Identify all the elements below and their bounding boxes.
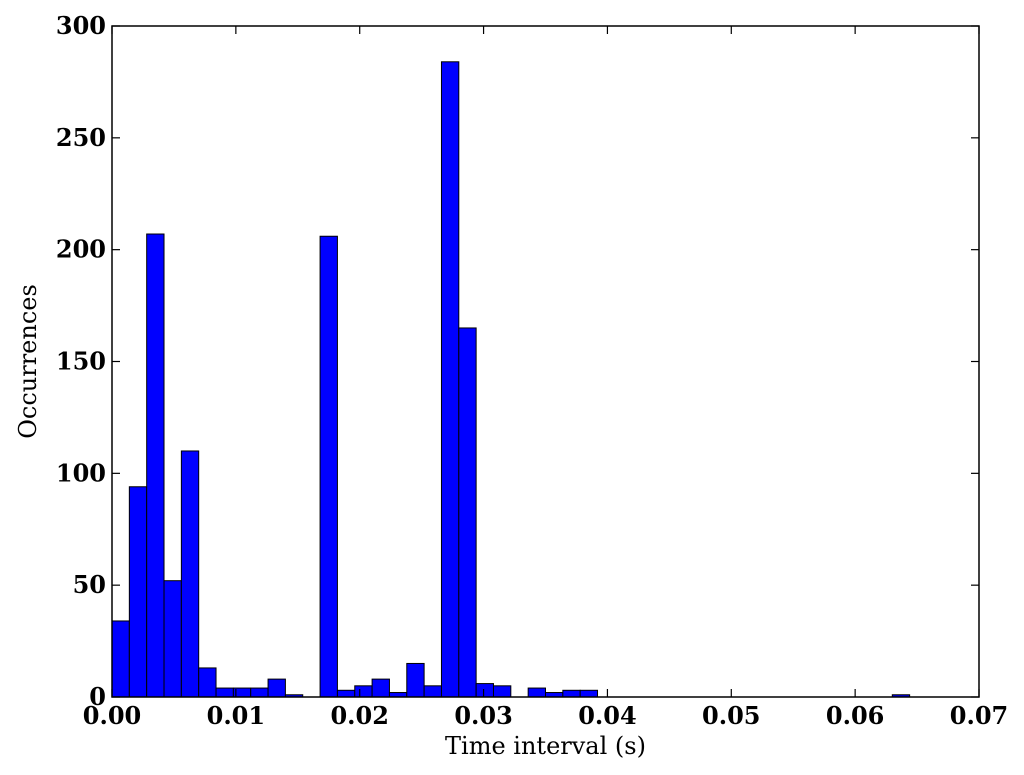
y-tick-label: 250 xyxy=(56,123,106,152)
histogram-bar xyxy=(492,685,512,698)
histogram-bar xyxy=(111,620,130,698)
histogram-bar xyxy=(579,689,599,698)
y-axis-label: Occurrences xyxy=(14,284,42,439)
histogram-bar xyxy=(527,687,546,698)
histogram-bar xyxy=(475,683,494,698)
histogram-bar xyxy=(562,689,581,698)
histogram-bar xyxy=(423,685,442,698)
x-tick-label: 0.03 xyxy=(454,701,512,730)
bars-layer xyxy=(111,61,911,698)
x-tick-label: 0.00 xyxy=(83,701,141,730)
y-tick-label: 300 xyxy=(56,11,106,40)
y-tick-label: 150 xyxy=(56,347,106,376)
histogram-bar xyxy=(336,689,356,698)
y-tick-label: 50 xyxy=(73,570,106,599)
histogram-bar xyxy=(458,327,477,698)
y-tick-label: 200 xyxy=(56,235,106,264)
x-tick-label: 0.01 xyxy=(207,701,265,730)
histogram-bar xyxy=(146,233,165,698)
histogram-bar xyxy=(319,235,338,698)
histogram-bar xyxy=(354,685,373,698)
histogram-bar xyxy=(371,678,390,698)
y-tick-label: 100 xyxy=(56,458,106,487)
histogram-bar xyxy=(198,667,217,698)
x-tick-label: 0.05 xyxy=(702,701,760,730)
histogram-bar xyxy=(128,486,148,698)
y-tick-label: 0 xyxy=(89,682,106,711)
histogram-bar xyxy=(180,450,200,698)
histogram-bar xyxy=(250,687,269,698)
x-tick-label: 0.04 xyxy=(578,701,636,730)
x-axis-label: Time interval (s) xyxy=(445,732,646,760)
histogram-bar xyxy=(406,662,425,698)
ticks-layer: 0 50 100 150 200 250 300 0.00 0.01 0.02 0.03 0.04 0.… xyxy=(56,11,1008,730)
x-tick-label: 0.07 xyxy=(950,701,1008,730)
x-tick-label: 0.06 xyxy=(826,701,884,730)
labels-layer: Time interval (s) Occurrences xyxy=(14,284,646,760)
histogram-bar xyxy=(440,61,460,698)
histogram-bar xyxy=(215,687,234,698)
histogram-bar xyxy=(267,678,286,698)
x-tick-label: 0.02 xyxy=(330,701,388,730)
histogram-bar xyxy=(163,580,182,698)
plot-frame xyxy=(111,25,980,698)
